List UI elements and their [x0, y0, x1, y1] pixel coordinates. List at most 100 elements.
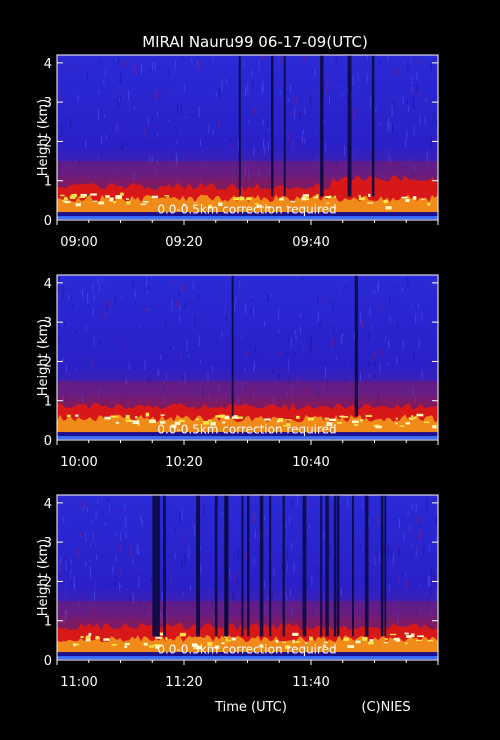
noise-speck: [309, 343, 311, 354]
noise-speck: [396, 356, 398, 365]
noise-speck: [160, 355, 162, 360]
noise-speck: [375, 107, 377, 113]
noise-speck: [291, 388, 293, 400]
cloud-shadow-streak: [241, 495, 244, 637]
x-tick-label: 10:40: [292, 455, 329, 470]
noise-speck: [262, 80, 264, 92]
correction-note: 0.0-0.5km correction required: [157, 202, 336, 216]
noise-speck: [319, 321, 321, 329]
noise-speck: [373, 289, 375, 294]
hot-spot: [164, 195, 169, 197]
y-axis-label: Height (km): [36, 539, 51, 616]
noise-speck: [171, 299, 173, 311]
x-tick-label: 11:00: [60, 675, 97, 690]
noise-speck: [237, 370, 239, 373]
noise-speck: [197, 293, 199, 300]
noise-speck: [133, 105, 135, 110]
noise-speck: [418, 515, 420, 525]
noise-speck: [342, 331, 344, 336]
noise-speck: [318, 389, 320, 397]
noise-speck: [393, 100, 395, 106]
cloud-shadow-streak: [152, 495, 155, 637]
noise-speck: [304, 106, 306, 114]
noise-speck: [427, 575, 429, 586]
x-tick-label: 11:40: [292, 675, 329, 690]
noise-speck: [175, 125, 177, 133]
noise-speck: [60, 555, 62, 565]
noise-speck: [146, 277, 148, 287]
noise-speck: [215, 92, 217, 97]
hot-spot: [191, 643, 198, 647]
noise-speck: [377, 393, 379, 405]
noise-speck: [174, 59, 176, 69]
noise-speck: [141, 519, 143, 528]
hot-spot: [286, 205, 289, 208]
noise-speck: [117, 170, 119, 174]
noise-speck: [194, 316, 196, 325]
noise-speck: [378, 60, 380, 67]
hot-spot: [159, 633, 166, 636]
noise-speck: [125, 515, 127, 528]
noise-speck: [61, 124, 63, 135]
hot-spot: [85, 635, 91, 640]
hot-spot: [415, 639, 423, 642]
noise-speck: [133, 63, 135, 75]
hot-spot: [155, 645, 159, 649]
noise-speck: [213, 614, 215, 620]
noise-speck: [352, 148, 354, 159]
noise-speck: [301, 276, 303, 280]
noise-speck: [219, 87, 221, 99]
cloud-shadow-streak: [163, 495, 166, 637]
hot-spot: [125, 419, 133, 423]
hot-spot: [80, 194, 87, 197]
noise-speck: [181, 282, 183, 292]
noise-speck: [353, 332, 355, 341]
noise-speck: [359, 590, 360, 595]
near-ground-strip: [57, 432, 438, 440]
noise-speck: [407, 510, 409, 516]
hot-spot: [124, 643, 130, 646]
noise-speck: [288, 376, 290, 385]
noise-speck: [300, 312, 302, 319]
cloud-shadow-streak: [320, 495, 323, 637]
noise-speck: [254, 106, 256, 115]
hot-spot: [347, 645, 355, 648]
noise-speck: [59, 369, 61, 373]
hot-spot: [292, 632, 299, 636]
noise-speck: [253, 394, 255, 405]
noise-speck: [82, 288, 84, 298]
noise-speck: [103, 114, 105, 118]
hot-spot: [279, 197, 284, 201]
hot-spot: [215, 415, 220, 418]
noise-speck: [293, 562, 295, 574]
hot-spot: [284, 645, 290, 649]
hot-spot: [401, 196, 408, 199]
hot-spot: [98, 201, 105, 205]
noise-speck: [90, 543, 91, 546]
noise-speck: [58, 337, 60, 345]
noise-speck: [233, 573, 235, 583]
hot-spot: [75, 203, 81, 207]
hot-spot: [292, 640, 300, 643]
noise-speck: [212, 129, 214, 136]
hot-spot: [149, 419, 156, 424]
hot-spot: [60, 194, 65, 197]
noise-speck: [238, 140, 239, 150]
cloud-shadow-streak: [224, 495, 229, 637]
noise-speck: [151, 577, 153, 583]
noise-speck: [429, 575, 431, 587]
noise-speck: [391, 550, 393, 558]
noise-speck: [286, 563, 288, 572]
noise-speck: [257, 121, 259, 126]
noise-speck: [304, 138, 306, 144]
noise-speck: [114, 294, 116, 304]
noise-speck: [72, 390, 74, 401]
noise-speck: [402, 95, 404, 105]
noise-speck: [225, 379, 227, 392]
hot-spot: [358, 197, 365, 201]
hot-spot: [134, 416, 138, 419]
hot-spot: [324, 417, 329, 420]
lidar-panel: 0.0-0.5km correction required 0 1 2 3 4 10:00 1…: [36, 274, 439, 470]
noise-speck: [387, 117, 389, 127]
noise-speck: [115, 533, 117, 538]
